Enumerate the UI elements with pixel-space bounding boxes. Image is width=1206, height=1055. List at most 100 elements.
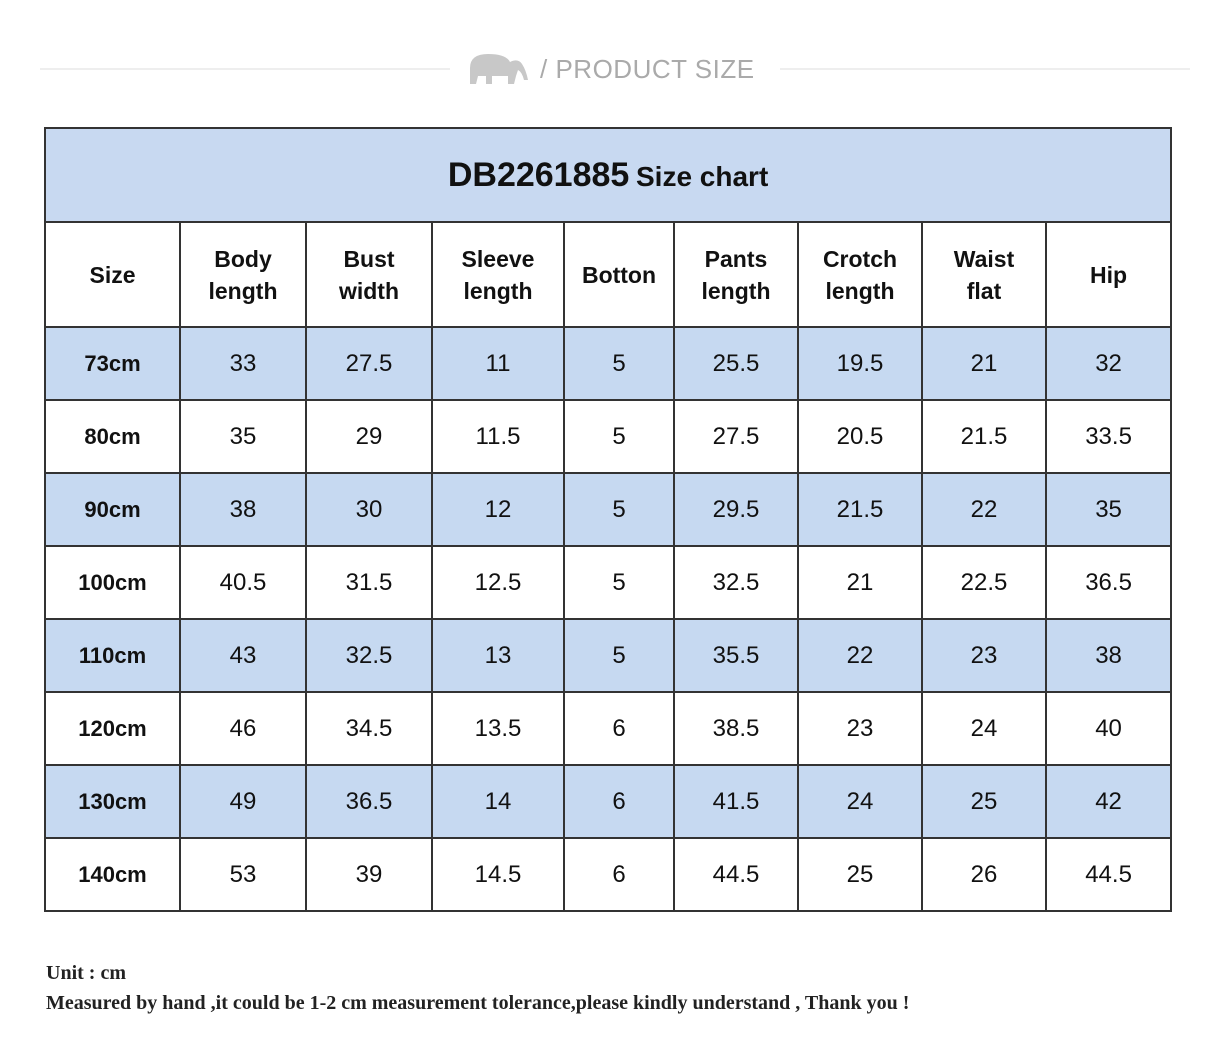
value-cell: 31.5 bbox=[305, 545, 433, 620]
value-cell: 5 bbox=[563, 472, 675, 547]
title-text: Size chart bbox=[636, 160, 769, 192]
header-line: Botton bbox=[581, 261, 657, 288]
value-cell: 23 bbox=[921, 618, 1047, 693]
value-cell: 22 bbox=[797, 618, 923, 693]
value-cell: 34.5 bbox=[305, 691, 433, 766]
value-cell: 5 bbox=[563, 618, 675, 693]
value-cell: 44.5 bbox=[673, 837, 799, 912]
data-row: 73cm 33 27.5 11 5 25.5 19.5 21 32 bbox=[44, 326, 1173, 401]
value-cell: 24 bbox=[921, 691, 1047, 766]
value-cell: 43 bbox=[179, 618, 307, 693]
value-cell: 25.5 bbox=[673, 326, 799, 401]
column-header: Hip bbox=[1044, 221, 1173, 328]
value-cell: 6 bbox=[563, 691, 675, 766]
column-header: Crotch length bbox=[797, 221, 923, 328]
value-cell: 12.5 bbox=[431, 545, 565, 620]
value-cell: 12 bbox=[431, 472, 565, 547]
value-cell: 20.5 bbox=[797, 399, 923, 474]
value-cell: 19.5 bbox=[797, 326, 923, 401]
column-header: Pants length bbox=[673, 221, 799, 328]
header-line: Pants bbox=[704, 245, 768, 272]
value-cell: 36.5 bbox=[1044, 545, 1173, 620]
value-cell: 25 bbox=[921, 764, 1047, 839]
header-line: Waist bbox=[953, 245, 1015, 272]
header-line: Hip bbox=[1090, 261, 1128, 288]
header-line: Sleeve bbox=[461, 245, 535, 272]
value-cell: 14.5 bbox=[431, 837, 565, 912]
column-header: Sleeve length bbox=[431, 221, 565, 328]
header-line: length bbox=[463, 277, 533, 304]
value-cell: 33 bbox=[179, 326, 307, 401]
size-cell: 130cm bbox=[44, 764, 181, 839]
value-cell: 11.5 bbox=[431, 399, 565, 474]
value-cell: 24 bbox=[797, 764, 923, 839]
column-header: Botton bbox=[563, 221, 675, 328]
value-cell: 32 bbox=[1044, 326, 1173, 401]
value-cell: 22.5 bbox=[921, 545, 1047, 620]
value-cell: 42 bbox=[1044, 764, 1173, 839]
divider bbox=[40, 68, 450, 70]
value-cell: 35 bbox=[1044, 472, 1173, 547]
value-cell: 26 bbox=[921, 837, 1047, 912]
size-cell: 140cm bbox=[44, 837, 181, 912]
column-header: Size bbox=[44, 221, 181, 328]
value-cell: 22 bbox=[921, 472, 1047, 547]
size-cell: 110cm bbox=[44, 618, 181, 693]
value-cell: 49 bbox=[179, 764, 307, 839]
header-line: Bust bbox=[343, 245, 395, 272]
value-cell: 35 bbox=[179, 399, 307, 474]
header-line: width bbox=[338, 277, 400, 304]
header-line: length bbox=[701, 277, 771, 304]
value-cell: 32.5 bbox=[673, 545, 799, 620]
header-line: Body bbox=[214, 245, 272, 272]
value-cell: 40 bbox=[1044, 691, 1173, 766]
value-cell: 21 bbox=[797, 545, 923, 620]
value-cell: 46 bbox=[179, 691, 307, 766]
data-row: 120cm 46 34.5 13.5 6 38.5 23 24 40 bbox=[44, 691, 1173, 766]
value-cell: 38 bbox=[1044, 618, 1173, 693]
data-row: 110cm 43 32.5 13 5 35.5 22 23 38 bbox=[44, 618, 1173, 693]
data-row: 130cm 49 36.5 14 6 41.5 24 25 42 bbox=[44, 764, 1173, 839]
value-cell: 27.5 bbox=[673, 399, 799, 474]
value-cell: 25 bbox=[797, 837, 923, 912]
value-cell: 11 bbox=[431, 326, 565, 401]
value-cell: 40.5 bbox=[179, 545, 307, 620]
size-cell: 100cm bbox=[44, 545, 181, 620]
value-cell: 41.5 bbox=[673, 764, 799, 839]
notes: Unit : cm Measured by hand ,it could be … bbox=[46, 958, 909, 1018]
value-cell: 5 bbox=[563, 399, 675, 474]
table-title: DB2261885 Size chart bbox=[43, 127, 1173, 223]
size-cell: 120cm bbox=[44, 691, 181, 766]
size-cell: 80cm bbox=[44, 399, 181, 474]
column-header: Body length bbox=[179, 221, 307, 328]
column-header: Waist flat bbox=[921, 221, 1047, 328]
header-line: length bbox=[208, 277, 278, 304]
value-cell: 30 bbox=[305, 472, 433, 547]
elephant-icon bbox=[470, 54, 528, 84]
header-row: Size Body length Bust width Sleeve length Botto… bbox=[44, 221, 1173, 328]
value-cell: 53 bbox=[179, 837, 307, 912]
value-cell: 23 bbox=[797, 691, 923, 766]
model-code: DB2261885 bbox=[447, 155, 630, 194]
data-row: 80cm 35 29 11.5 5 27.5 20.5 21.5 33.5 bbox=[44, 399, 1173, 474]
section-title: / PRODUCT SIZE bbox=[540, 54, 755, 84]
data-row: 90cm 38 30 12 5 29.5 21.5 22 35 bbox=[44, 472, 1173, 547]
header-line: flat bbox=[966, 277, 1002, 304]
value-cell: 14 bbox=[431, 764, 565, 839]
size-cell: 90cm bbox=[44, 472, 181, 547]
header-line: Crotch bbox=[822, 245, 898, 272]
value-cell: 38.5 bbox=[673, 691, 799, 766]
header-line: length bbox=[825, 277, 895, 304]
value-cell: 5 bbox=[563, 326, 675, 401]
value-cell: 33.5 bbox=[1044, 399, 1173, 474]
value-cell: 29.5 bbox=[673, 472, 799, 547]
divider bbox=[780, 68, 1190, 70]
value-cell: 6 bbox=[563, 837, 675, 912]
value-cell: 13.5 bbox=[431, 691, 565, 766]
size-cell: 73cm bbox=[44, 326, 181, 401]
note: Unit : cm bbox=[46, 962, 126, 984]
data-row: 140cm 53 39 14.5 6 44.5 25 26 44.5 bbox=[44, 837, 1173, 912]
value-cell: 13 bbox=[431, 618, 565, 693]
value-cell: 21 bbox=[921, 326, 1047, 401]
